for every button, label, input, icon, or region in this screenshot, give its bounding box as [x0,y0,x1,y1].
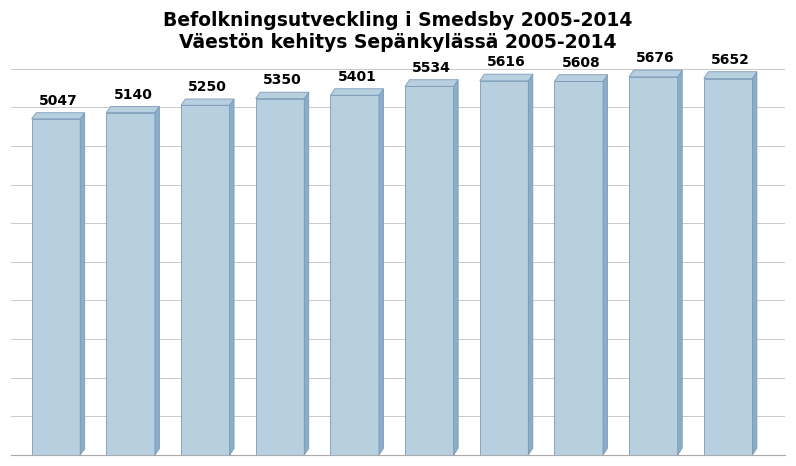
Polygon shape [405,86,454,455]
Polygon shape [629,70,682,77]
Polygon shape [107,106,159,113]
Polygon shape [107,113,155,455]
Polygon shape [704,78,752,455]
Text: 5652: 5652 [711,53,750,67]
Polygon shape [80,113,84,455]
Title: Befolkningsutveckling i Smedsby 2005-2014
Väestön kehitys Sepänkylässä 2005-2014: Befolkningsutveckling i Smedsby 2005-201… [163,11,633,52]
Text: 5676: 5676 [636,51,675,65]
Polygon shape [454,80,458,455]
Polygon shape [752,72,757,455]
Polygon shape [603,75,607,455]
Text: 5534: 5534 [412,61,451,75]
Polygon shape [32,113,84,119]
Text: 5350: 5350 [263,74,302,88]
Polygon shape [330,95,379,455]
Polygon shape [155,106,159,455]
Text: 5616: 5616 [487,55,525,69]
Text: 5608: 5608 [562,56,600,70]
Polygon shape [256,99,304,455]
Polygon shape [32,119,80,455]
Polygon shape [529,74,533,455]
Polygon shape [555,75,607,82]
Polygon shape [256,92,309,99]
Text: 5140: 5140 [113,88,152,102]
Polygon shape [181,105,229,455]
Polygon shape [677,70,682,455]
Polygon shape [229,99,234,455]
Polygon shape [330,89,384,95]
Polygon shape [629,77,677,455]
Polygon shape [181,99,234,105]
Polygon shape [704,72,757,78]
Polygon shape [480,81,529,455]
Polygon shape [480,74,533,81]
Polygon shape [405,80,458,86]
Polygon shape [379,89,384,455]
Polygon shape [555,82,603,455]
Text: 5047: 5047 [39,94,77,108]
Polygon shape [304,92,309,455]
Text: 5401: 5401 [338,70,377,84]
Text: 5250: 5250 [188,80,227,94]
